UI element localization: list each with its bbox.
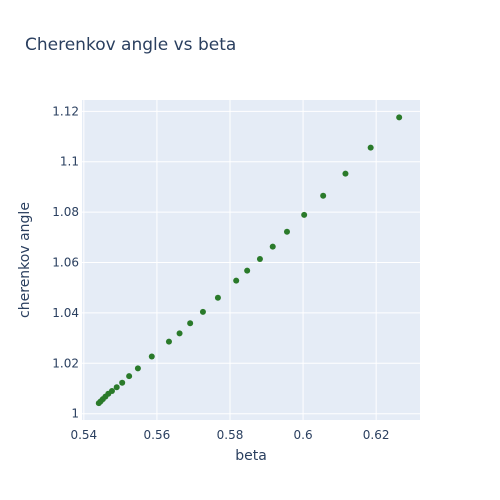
y-tick-label: 1.06 xyxy=(52,256,79,270)
x-tick-label: 0.6 xyxy=(294,428,313,442)
data-point xyxy=(199,308,206,315)
chart-title: Cherenkov angle vs beta xyxy=(25,35,236,55)
data-point xyxy=(233,277,240,284)
data-point xyxy=(342,170,349,177)
data-point xyxy=(256,255,263,262)
data-point xyxy=(269,243,276,250)
data-points xyxy=(95,114,403,407)
data-point xyxy=(320,192,327,199)
x-gridlines xyxy=(83,100,377,420)
x-tick-labels: 0.54 0.56 0.58 0.6 0.62 xyxy=(70,428,389,442)
y-tick-label: 1.12 xyxy=(52,104,79,118)
y-tick-label: 1.1 xyxy=(60,155,79,169)
data-point xyxy=(126,373,133,380)
data-point xyxy=(165,338,172,345)
y-tick-labels: 1 1.02 1.04 1.06 1.08 1.1 1.12 xyxy=(52,104,79,420)
x-tick-label: 0.62 xyxy=(363,428,390,442)
data-point xyxy=(176,330,183,337)
data-point xyxy=(187,320,194,327)
x-tick-label: 0.58 xyxy=(217,428,244,442)
data-point xyxy=(108,388,115,395)
x-tick-label: 0.56 xyxy=(144,428,171,442)
y-tick-label: 1.08 xyxy=(52,205,79,219)
data-point xyxy=(367,144,374,151)
y-axis-title: cherenkov angle xyxy=(17,202,33,318)
x-tick-label: 0.54 xyxy=(70,428,97,442)
y-gridlines xyxy=(82,110,420,415)
data-point xyxy=(283,228,290,235)
data-point xyxy=(119,379,126,386)
data-point xyxy=(244,267,251,274)
data-point xyxy=(113,384,120,391)
x-axis-title: beta xyxy=(235,448,267,464)
data-point xyxy=(301,211,308,218)
data-point xyxy=(214,294,221,301)
data-point xyxy=(148,353,155,360)
y-tick-label: 1.02 xyxy=(52,356,79,370)
y-tick-label: 1.04 xyxy=(52,306,79,320)
y-tick-label: 1 xyxy=(71,407,79,421)
data-point xyxy=(396,114,403,121)
data-point xyxy=(134,365,141,372)
